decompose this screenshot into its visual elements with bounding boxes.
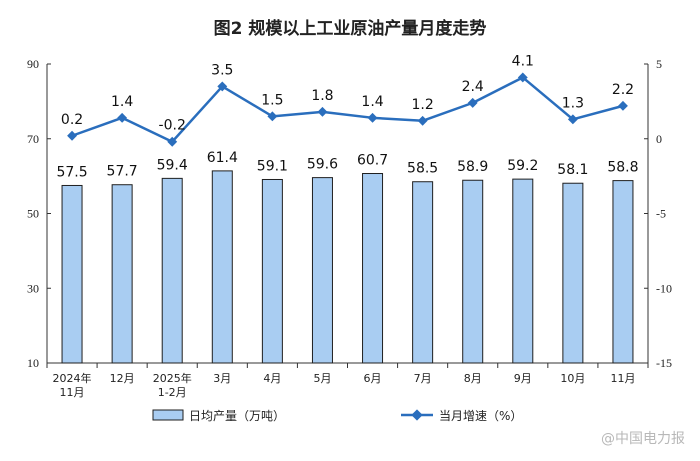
bar-data-labels: 57.5 57.7 59.4 61.4 59.1 59.6 60.7 58.5 58.9 59.2… [56, 150, 638, 181]
y-right-tick-label: -15 [656, 356, 672, 370]
bar [61, 184, 83, 364]
x-category-label: 6月 [364, 372, 382, 385]
legend-bar-label: 日均产量（万吨） [189, 409, 285, 423]
watermark: @中国电力报 [601, 431, 685, 447]
line-data-label: 2.2 [612, 82, 634, 98]
y-left-tick-label: 70 [27, 132, 39, 146]
x-category-label: 1-2月 [158, 386, 187, 399]
line-point [618, 100, 628, 111]
line-point [117, 112, 128, 123]
bar [161, 177, 183, 364]
bar [261, 178, 283, 364]
line-point [67, 130, 77, 141]
x-category-label: 3月 [213, 372, 231, 385]
line-data-label: 4.1 [512, 53, 534, 69]
line-point [317, 106, 328, 117]
line-point [167, 136, 178, 147]
bar-data-label: 59.6 [307, 157, 338, 173]
x-category-label: 2025年 [153, 371, 192, 385]
bar [111, 184, 133, 364]
line-point [367, 112, 378, 123]
x-category-label: 5月 [313, 372, 331, 385]
x-category-label: 12月 [110, 372, 135, 385]
x-category-label: 10月 [560, 372, 585, 385]
y-right-tick-label: -5 [656, 207, 666, 221]
legend: 日均产量（万吨） 当月增速（%） [152, 409, 522, 423]
bar-data-label: 58.1 [557, 162, 588, 178]
bar [412, 181, 434, 364]
legend-line-label: 当月增速（%） [439, 409, 522, 423]
line-path [71, 76, 624, 143]
line-series [67, 72, 628, 147]
bar [462, 179, 484, 364]
bar-data-label: 59.2 [507, 158, 538, 174]
bar [512, 178, 534, 364]
axes: 10 30 50 70 90 -15 -10 -5 0 5 [27, 57, 672, 370]
bar-data-label: 57.5 [56, 164, 87, 180]
bar-data-label: 61.4 [207, 150, 238, 166]
y-left-tick-label: 50 [27, 207, 39, 221]
x-category-label: 8月 [464, 372, 482, 385]
y-left-tick-label: 30 [27, 281, 39, 295]
bar [311, 177, 333, 364]
bar-data-label: 57.7 [107, 164, 138, 180]
y-right-tick-label: 5 [656, 57, 662, 71]
line-data-labels: 0.2 1.4 -0.2 3.5 1.5 1.8 1.4 1.2 2.4 4.1 1.3 2.2 [61, 53, 634, 133]
line-data-label: 1.5 [261, 92, 283, 108]
line-data-label: 3.5 [211, 62, 233, 78]
bar-data-label: 58.8 [607, 160, 638, 176]
bar-series [61, 170, 634, 364]
x-category-label: 11月 [60, 386, 85, 399]
line-data-label: 1.3 [562, 95, 584, 111]
line-data-label: -0.2 [159, 118, 186, 134]
bar-data-label: 58.9 [457, 159, 488, 175]
y-left-tick-label: 90 [27, 57, 39, 71]
line-point [517, 72, 528, 83]
line-data-label: 1.2 [411, 97, 433, 113]
x-category-label: 11月 [610, 372, 635, 385]
line-point [417, 115, 428, 126]
line-data-label: 2.4 [462, 79, 484, 95]
y-left-tick-label: 10 [27, 356, 39, 370]
x-category-label: 4月 [263, 372, 281, 385]
bar [612, 180, 634, 364]
legend-line-marker [411, 409, 423, 421]
bar [562, 182, 584, 364]
bar [211, 170, 233, 364]
line-data-label: 1.4 [361, 94, 383, 110]
line-data-label: 0.2 [61, 112, 83, 128]
line-point [217, 81, 228, 92]
bar [362, 173, 384, 364]
legend-bar-swatch [152, 409, 184, 421]
x-category-label: 2024年 [53, 371, 92, 385]
y-right-tick-label: 0 [656, 132, 662, 146]
line-data-label: 1.4 [111, 94, 133, 110]
x-category-label: 9月 [514, 372, 532, 385]
line-point [567, 114, 578, 125]
line-data-label: 1.8 [311, 88, 333, 104]
chart-title: 图2 规模以上工业原油产量月度走势 [214, 18, 487, 39]
bar-data-label: 59.1 [257, 158, 288, 174]
bar-data-label: 58.5 [407, 161, 438, 177]
y-right-tick-label: -10 [656, 281, 672, 295]
bar-data-label: 60.7 [357, 153, 388, 169]
x-category-label: 7月 [414, 372, 432, 385]
bar-data-label: 59.4 [157, 157, 188, 173]
line-point [467, 97, 478, 108]
